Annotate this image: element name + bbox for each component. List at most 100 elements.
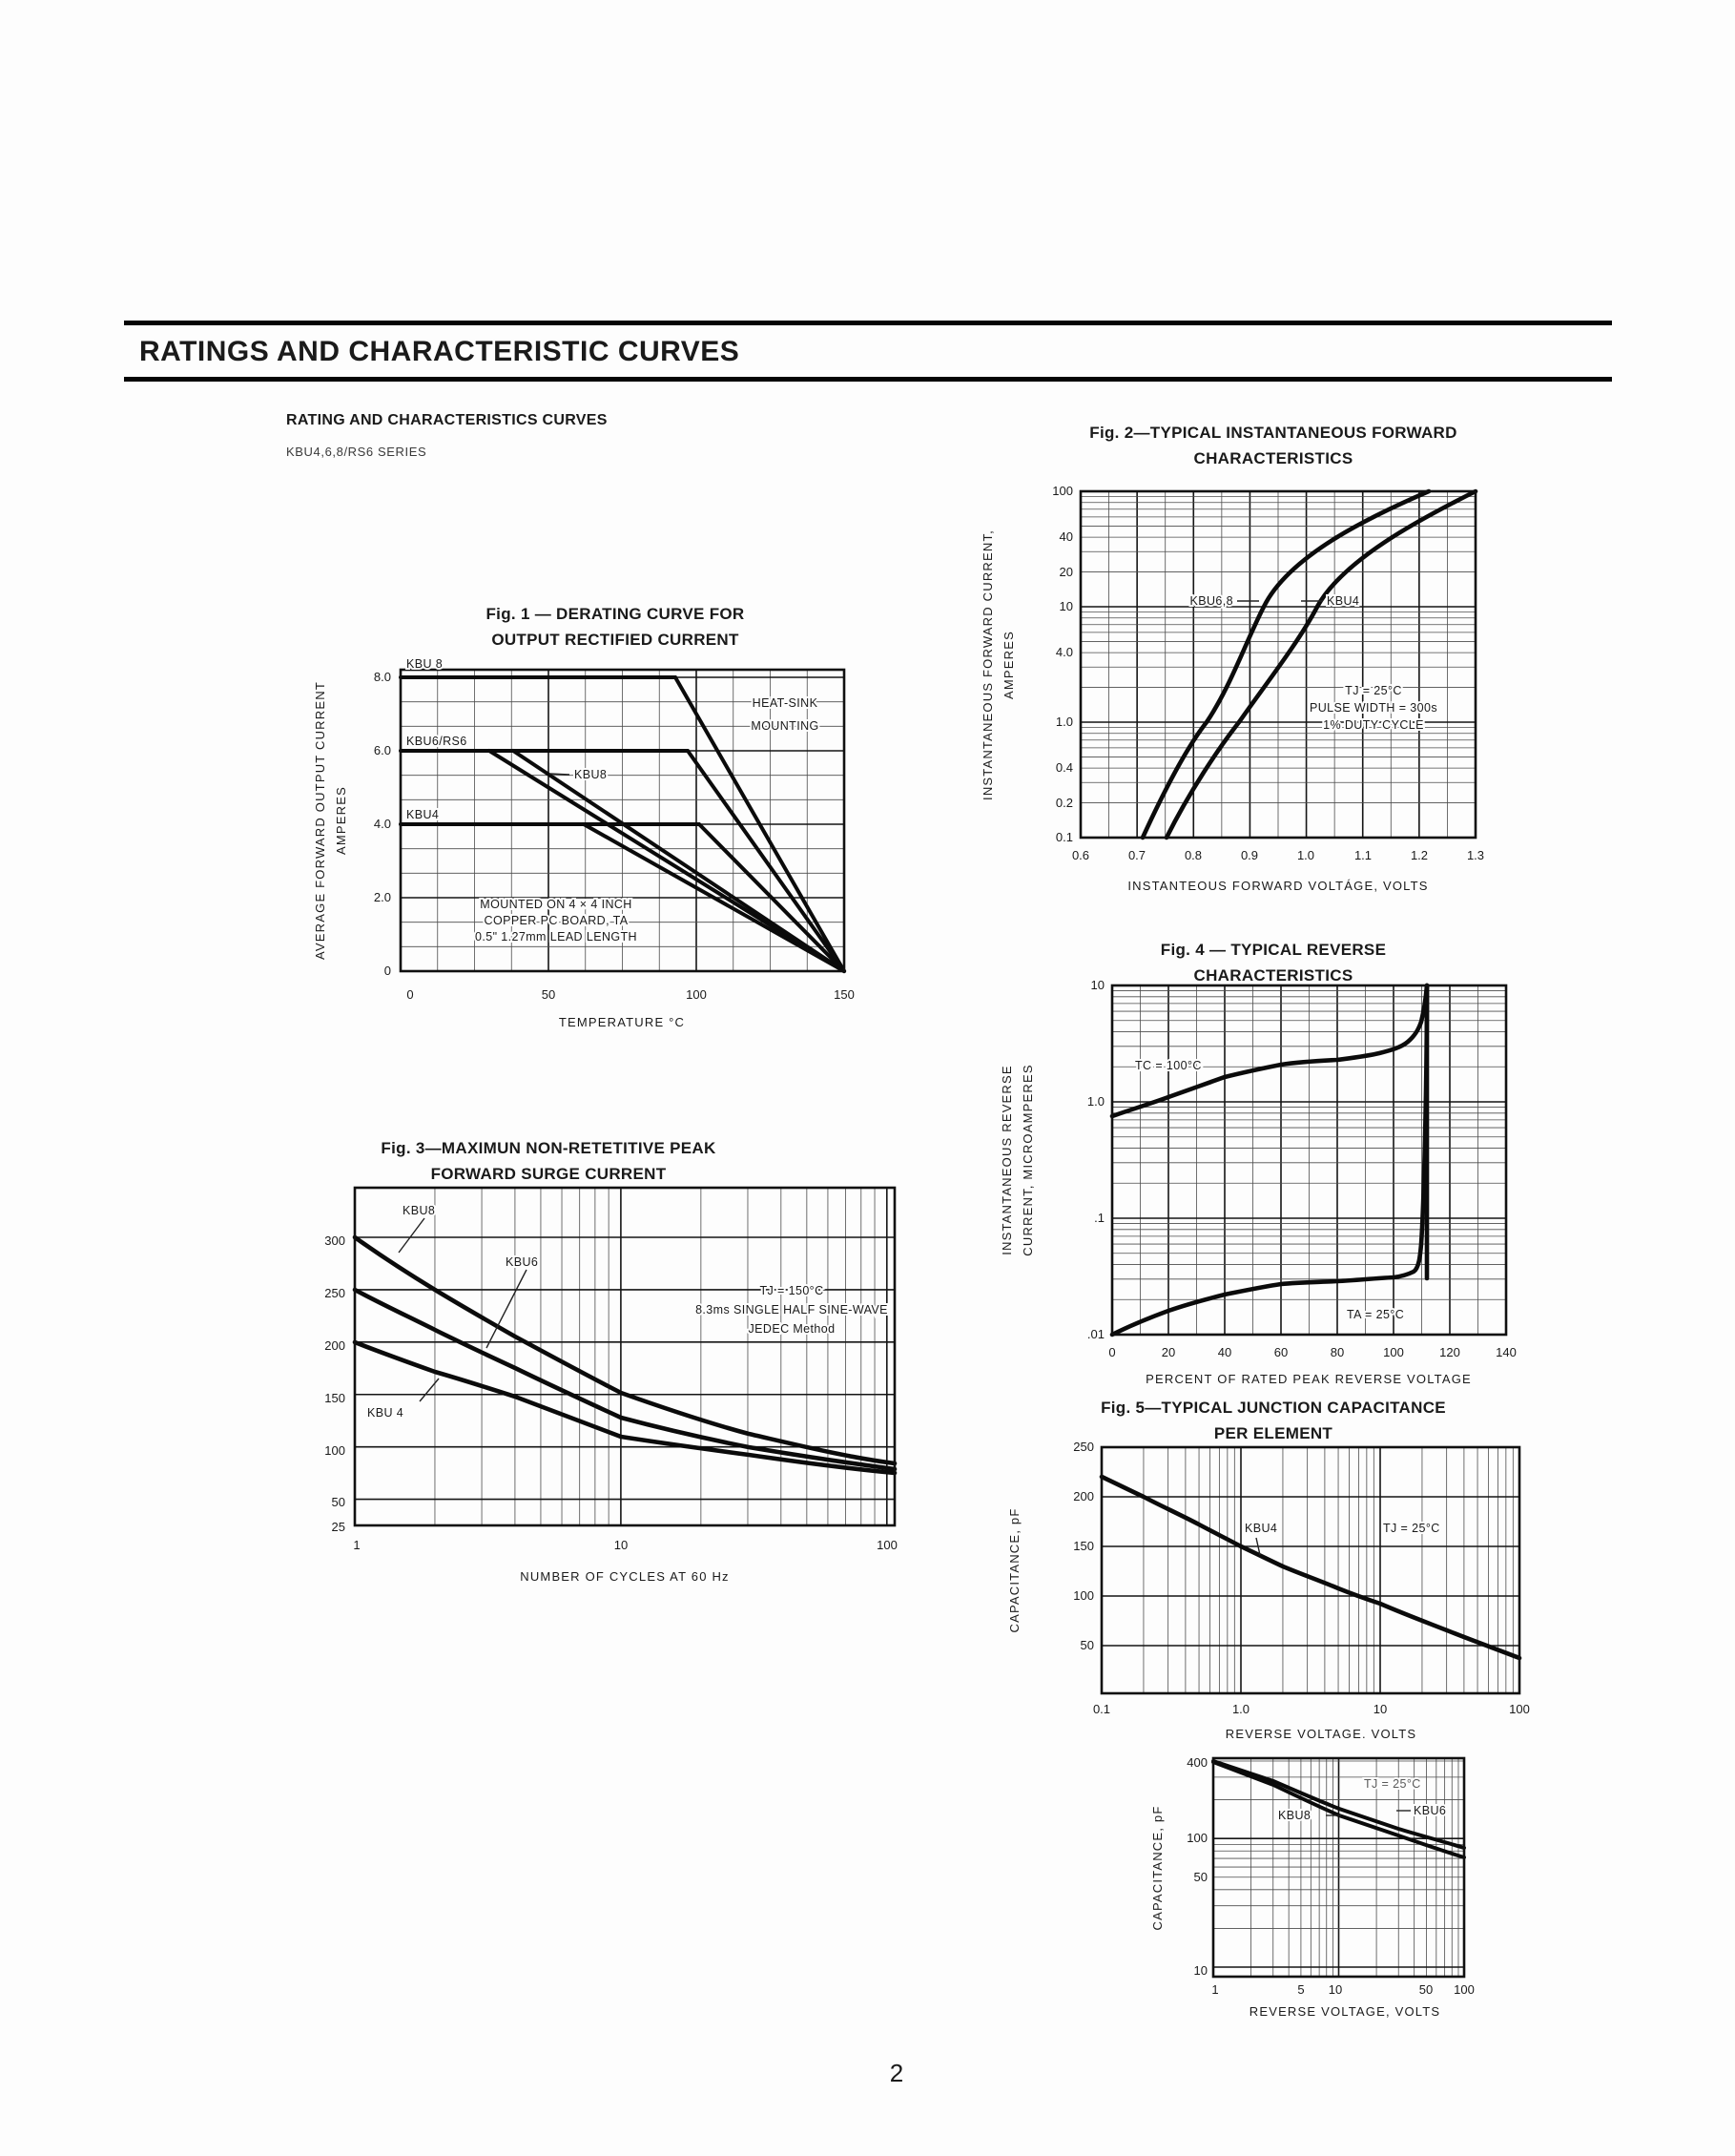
fig4-xtick: 100 — [1383, 1345, 1404, 1359]
fig2-chart: 100 40 20 10 4.0 1.0 0.4 0.2 0.1 0.6 0.7… — [981, 484, 1484, 893]
fig6-xtick: 100 — [1454, 1982, 1475, 1997]
fig2-label-kbu4: KBU4 — [1327, 594, 1359, 608]
fig6-y-axis-label: CAPACITANCE, pF — [1150, 1806, 1165, 1931]
fig1-curve-kbu8-heatsink — [399, 675, 846, 973]
fig3-plot-border — [353, 1186, 897, 1527]
fig1-xtick: 150 — [834, 987, 855, 1002]
fig1-ytick: 4.0 — [374, 817, 391, 831]
fig5-chart: 250 200 150 100 50 0.1 1.0 10 100 REVERS… — [1007, 1440, 1530, 1741]
fig4-xtick: 0 — [1108, 1345, 1115, 1359]
fig4-xtick: 40 — [1218, 1345, 1231, 1359]
fig3-pointer-kbu8 — [398, 1217, 425, 1254]
fig1-title: Fig. 1 — DERATING CURVE FOR OUTPUT RECTI… — [485, 605, 745, 649]
fig3-xtick: 1 — [353, 1538, 360, 1552]
fig1-xtick: 0 — [406, 987, 413, 1002]
fig1-xtick: 100 — [686, 987, 707, 1002]
page-number: 2 — [889, 2059, 904, 2087]
fig6-ytick: 50 — [1194, 1870, 1208, 1884]
fig3-ytick: 200 — [324, 1338, 345, 1353]
fig5-pointer-kbu4 — [1255, 1537, 1261, 1556]
fig5-y-axis-label: CAPACITANCE, pF — [1007, 1508, 1022, 1633]
fig2-ytick: 20 — [1060, 565, 1073, 579]
fig3-curve-kbu6 — [352, 1287, 898, 1472]
fig4-xtick: 20 — [1162, 1345, 1175, 1359]
fig2-note: 1% DUTY CYCLE — [1323, 718, 1424, 732]
fig5-label-tj: TJ = 25°C — [1383, 1522, 1440, 1535]
fig4-ytick: 1.0 — [1087, 1094, 1105, 1109]
fig3-ytick: 300 — [324, 1233, 345, 1248]
fig6-ytick: 10 — [1194, 1963, 1208, 1978]
fig4-curve-ta25 — [1109, 983, 1430, 1337]
fig2-ytick: 1.0 — [1056, 715, 1073, 729]
fig1-y-axis-label: AVERAGE FORWARD OUTPUT CURRENT — [313, 681, 327, 960]
fig3-chart: 300 250 200 150 100 50 25 1 10 100 NUMBE… — [324, 1186, 898, 1584]
fig5-ytick: 100 — [1073, 1588, 1094, 1603]
section-heading: RATING AND CHARACTERISTICS CURVES — [286, 412, 608, 428]
fig1-curve-kbu6rs6-heatsink — [399, 749, 846, 973]
fig3-note: 8.3ms SINGLE HALF SINE-WAVE — [695, 1303, 888, 1316]
fig6-plot-border — [1211, 1756, 1466, 1979]
fig3-xtick: 10 — [614, 1538, 628, 1552]
fig2-xtick: 0.8 — [1185, 848, 1202, 862]
fig1-curve-kbu4-heatsink — [399, 822, 846, 973]
fig1-ytick: 0 — [384, 964, 391, 978]
fig1-note: MOUNTED ON 4 × 4 INCH — [480, 898, 631, 911]
fig2-xtick: 1.3 — [1467, 848, 1484, 862]
fig4-xtick: 60 — [1274, 1345, 1288, 1359]
fig5-grid — [1101, 1446, 1520, 1693]
fig1-pointer-kbu8 — [548, 773, 570, 776]
fig4-label-tc: TC = 100°C — [1135, 1059, 1202, 1072]
fig1-ytick: 8.0 — [374, 670, 391, 684]
fig3-curve-kbu8 — [352, 1234, 898, 1466]
fig2-x-axis-label: INSTANTEOUS FORWARD VOLTÁGE, VOLTS — [1127, 879, 1428, 893]
fig1-x-axis-label: TEMPERATURE °C — [559, 1015, 685, 1029]
fig2-note: PULSE WIDTH = 300s — [1310, 701, 1437, 715]
fig3-pointer-kbu4 — [419, 1378, 440, 1402]
fig2-label-kbu68: KBU6,8 — [1190, 594, 1233, 608]
fig1-label-kbu6rs6: KBU6/RS6 — [406, 735, 467, 748]
fig3-label-kbu6: KBU6 — [506, 1255, 538, 1269]
fig2-y-axis-label: INSTANTANEOUS FORWARD CURRENT, — [981, 529, 995, 800]
fig1-label-kbu8-mid: KBU8 — [574, 768, 607, 781]
fig5-ytick: 50 — [1081, 1638, 1094, 1652]
fig4-curve-tc100 — [1109, 983, 1430, 1119]
fig5-plot-border — [1100, 1445, 1521, 1695]
fig5-xtick: 1.0 — [1232, 1702, 1250, 1716]
fig4-xtick: 140 — [1496, 1345, 1517, 1359]
fig3-ytick: 25 — [332, 1520, 345, 1534]
fig3-pointer-kbu6 — [485, 1269, 527, 1349]
fig6-grid — [1212, 1758, 1465, 1977]
fig5-x-axis-label: REVERSE VOLTAGE. VOLTS — [1226, 1727, 1417, 1741]
fig6-ytick: 400 — [1187, 1755, 1208, 1770]
fig2-xtick: 0.7 — [1128, 848, 1146, 862]
fig3-label-kbu4: KBU 4 — [367, 1406, 403, 1420]
fig4-y-axis-label: INSTANTANEOUS REVERSE — [1000, 1065, 1014, 1255]
fig4-label-ta: TA = 25°C — [1347, 1308, 1404, 1321]
fig1-ytick: 2.0 — [374, 890, 391, 904]
fig5-xtick: 0.1 — [1093, 1702, 1110, 1716]
fig3-ytick: 250 — [324, 1286, 345, 1300]
fig3-curve-kbu4 — [352, 1339, 898, 1476]
fig2-xtick: 1.0 — [1297, 848, 1314, 862]
fig2-xtick: 1.1 — [1354, 848, 1372, 862]
fig2-ytick: 100 — [1052, 484, 1073, 498]
fig1-label-heatsink: MOUNTING — [751, 719, 818, 733]
title-bar: RATINGS AND CHARACTERISTIC CURVES — [124, 321, 1612, 382]
fig1-label-kbu4: KBU4 — [406, 808, 439, 821]
fig4-y-axis-label: CURRENT, MICROAMPERES — [1021, 1064, 1035, 1255]
fig5-xtick: 100 — [1509, 1702, 1530, 1716]
fig1-curve-kbu4-pcboard — [582, 822, 846, 973]
fig1-ytick: 6.0 — [374, 743, 391, 757]
fig6-ytick: 100 — [1187, 1831, 1208, 1845]
fig4-chart: 10 1.0 .1 .01 0 20 40 60 80 100 120 140 … — [1000, 978, 1517, 1386]
fig4-xtick: 80 — [1331, 1345, 1344, 1359]
fig2-ytick: 40 — [1060, 529, 1073, 544]
fig5-ytick: 150 — [1073, 1539, 1094, 1553]
fig2-curve-kbu68 — [1140, 488, 1432, 840]
fig3-note: TJ = 150°C — [759, 1284, 823, 1297]
fig3-x-axis-label: NUMBER OF CYCLES AT 60 Hz — [520, 1569, 730, 1584]
fig4-ytick: .1 — [1094, 1211, 1105, 1225]
fig5-label-kbu4: KBU4 — [1245, 1522, 1277, 1535]
fig1-curve-kbu8-pcboard — [511, 749, 846, 973]
